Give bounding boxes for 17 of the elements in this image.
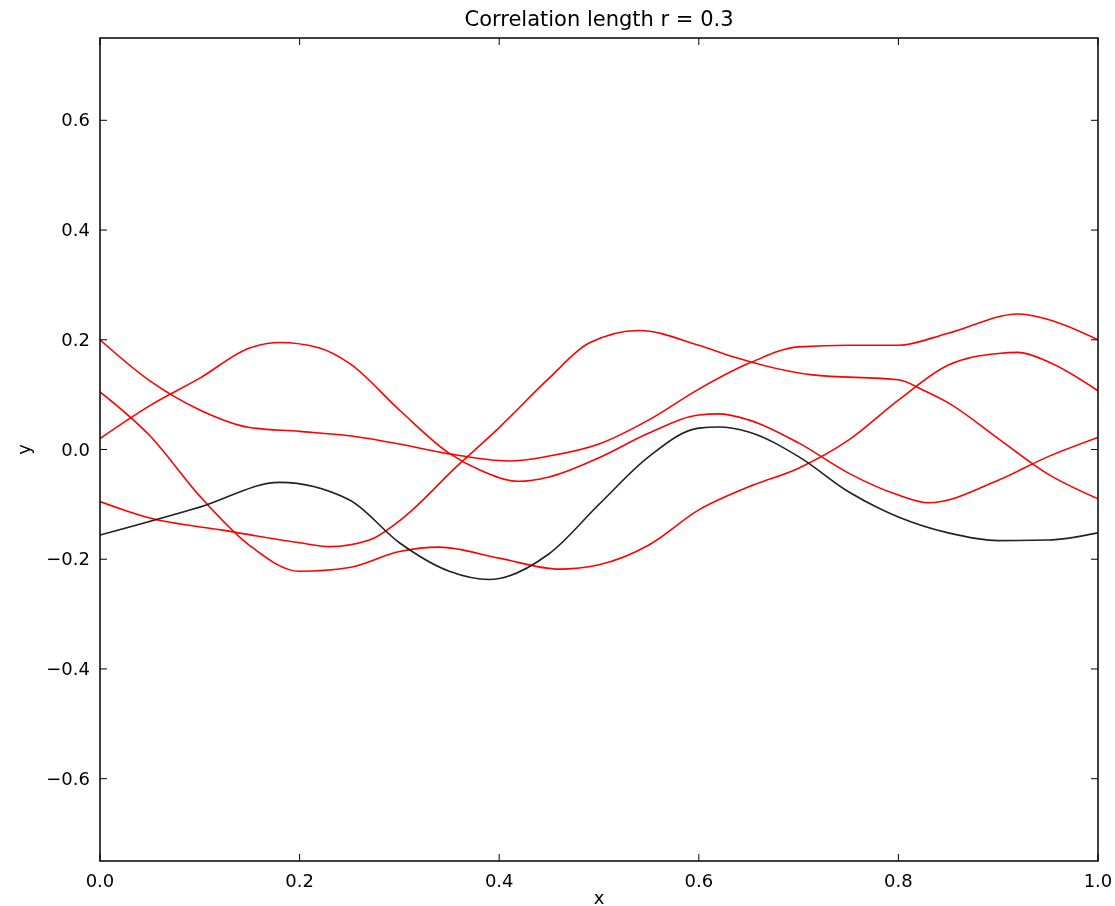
chart-title: Correlation length r = 0.3 — [464, 7, 734, 31]
x-axis-title: x — [593, 887, 605, 906]
y-tick-label: −0.4 — [46, 657, 90, 679]
x-tick-label: 0.0 — [85, 870, 115, 891]
y-axis-title: y — [13, 443, 34, 455]
y-tick-label: 0.6 — [61, 109, 90, 131]
x-tick-label: 0.6 — [684, 870, 714, 891]
y-tick-label: 0.2 — [61, 328, 90, 350]
y-tick-label: −0.6 — [46, 767, 90, 789]
line-series — [100, 426, 1098, 581]
x-tick-label: 0.8 — [884, 870, 913, 891]
x-tick-label: 0.2 — [285, 870, 314, 891]
x-tick-label: 1.0 — [1083, 870, 1113, 891]
y-tick-label: 0.4 — [61, 219, 90, 241]
y-tick-label: 0.0 — [61, 438, 90, 460]
y-tick-label: −0.2 — [46, 548, 90, 570]
x-tick-label: 0.4 — [484, 870, 514, 891]
